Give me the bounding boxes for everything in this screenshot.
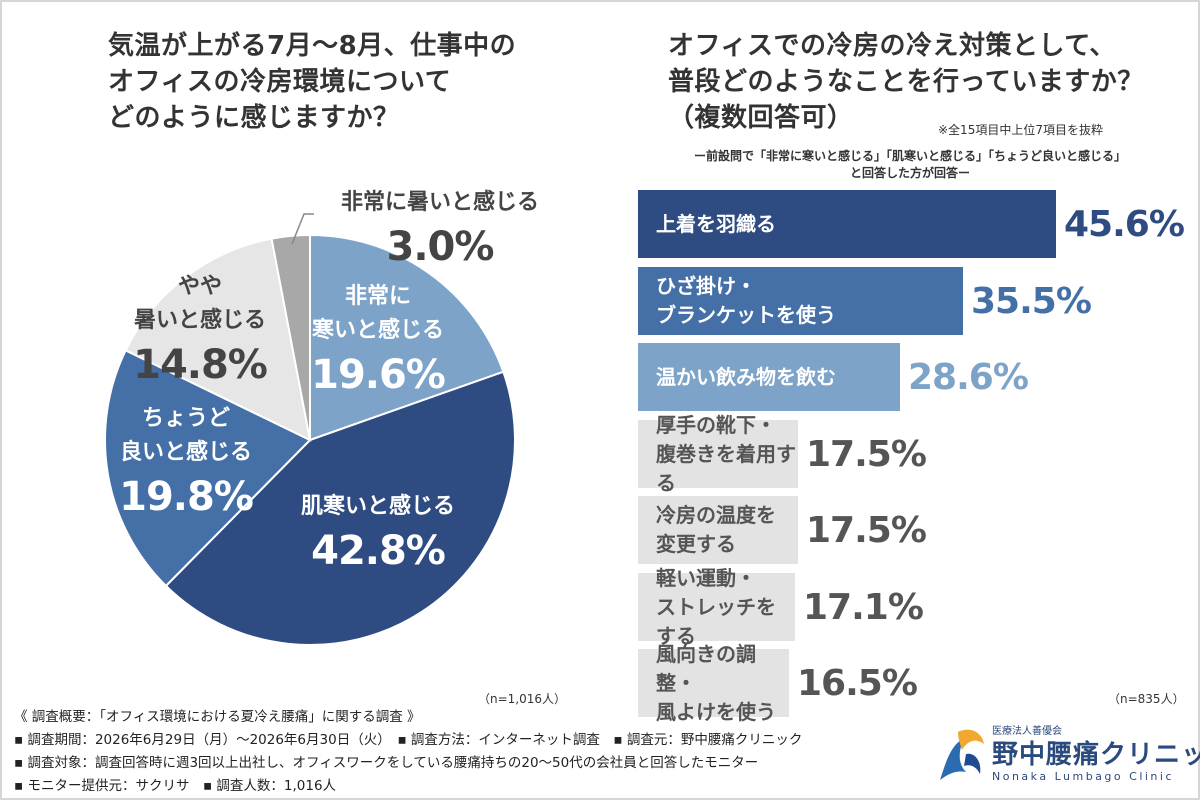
clinic-logo-english: Nonaka Lumbago Clinic <box>992 770 1175 783</box>
bar-n-note: （n=835人） <box>1108 692 1185 706</box>
bar-value-label: 28.6% <box>908 356 1029 398</box>
pie-slice-label: 非常に暑いと感じる 3.0% <box>310 186 570 274</box>
survey-footer: 《 調査概要：「オフィス環境における夏冷え腰痛」に関する調査 》 ▪ 調査期間：… <box>14 706 802 798</box>
bar-category-label: 厚手の靴下・ 腹巻きを着用する <box>656 412 796 495</box>
bar: ひざ掛け・ ブランケットを使う <box>638 267 963 335</box>
bar-category-label: 軽い運動・ ストレッチをする <box>656 565 776 648</box>
pie-chart-title: 気温が上がる7月〜8月、仕事中の オフィスの冷房環境について どのように感じます… <box>108 31 517 133</box>
pie-slice-name: 肌寒いと感じる <box>300 494 455 519</box>
bar-value-label: 45.6% <box>1064 203 1185 245</box>
pie-slice-value: 14.8% <box>133 342 268 388</box>
survey-period: ▪ 調査期間：2026年6月29日（月）〜2026年6月30日（火） ▪ 調査方… <box>14 732 803 748</box>
bar: 風向きの調整・ 風よけを使う <box>638 642 789 724</box>
bar-value-label: 35.5% <box>971 280 1092 322</box>
bar: 厚手の靴下・ 腹巻きを着用する <box>638 413 798 495</box>
survey-overview: 《 調査概要：「オフィス環境における夏冷え腰痛」に関する調査 》 <box>14 709 421 725</box>
bar-value-label: 17.5% <box>806 433 927 475</box>
pie-slice-value: 42.8% <box>311 528 446 574</box>
pie-slice-label: ちょうど 良いと感じる 19.8% <box>101 402 271 524</box>
bar-chart-note: ※全15項目中上位7項目を抜粋 <box>938 123 1103 137</box>
clinic-logo-name: 野中腰痛クリニック <box>992 740 1200 770</box>
bar: 冷房の温度を 変更する <box>638 496 798 564</box>
pie-slice-name: 非常に 寒いと感じる <box>311 284 444 343</box>
pie-chart <box>104 213 516 646</box>
survey-provider: ▪ モニター提供元：サクリサ ▪ 調査人数：1,016人 <box>14 778 337 794</box>
bar-value-label: 17.1% <box>803 586 924 628</box>
bar: 軽い運動・ ストレッチをする <box>638 566 795 648</box>
clinic-logo-corp: 医療法人善優会 <box>992 726 1062 737</box>
bar-category-label: 風向きの調整・ 風よけを使う <box>656 641 776 724</box>
pie-slice-value: 19.8% <box>119 474 254 520</box>
bar-chart-subtitle: ー前設問で「非常に寒いと感じる」「肌寒いと感じる」「ちょうど良いと感じる」 と回… <box>693 149 1126 180</box>
bar-category-label: ひざ掛け・ ブランケットを使う <box>656 274 836 327</box>
bar-value-label: 17.5% <box>806 509 927 551</box>
bar: 上着を羽織る <box>638 190 1056 258</box>
pie-slice <box>164 370 516 646</box>
bar-category-label: 温かい飲み物を飲む <box>656 364 836 389</box>
survey-target: ▪ 調査対象：調査回答時に週3回以上出社し、オフィスワークをしている腰痛持ちの2… <box>14 755 759 771</box>
pie-n-note: （n=1,016人） <box>478 692 567 706</box>
bar-category-label: 上着を羽織る <box>656 211 776 236</box>
pie-slice-label: 肌寒いと感じる 42.8% <box>268 490 488 578</box>
bar-value-label: 16.5% <box>797 662 918 704</box>
pie-slice-label: やや 暑いと感じる 14.8% <box>120 270 280 392</box>
pie-slice-value: 19.6% <box>311 352 446 398</box>
pie-slice-name: 非常に暑いと感じる <box>340 190 539 215</box>
pie-slice <box>104 349 312 588</box>
pie-slice-name: ちょうど 良いと感じる <box>119 406 252 465</box>
bar: 温かい飲み物を飲む <box>638 343 900 411</box>
clinic-logo: 医療法人善優会 野中腰痛クリニック Nonaka Lumbago Clinic <box>936 722 1200 788</box>
bar-chart-title: オフィスでの冷房の冷え対策として、 普段どのようなことを行っていますか？ （複数… <box>668 31 1144 133</box>
pie-slice <box>270 233 311 441</box>
clinic-logo-icon <box>940 729 984 780</box>
pie-leader-line <box>291 213 314 245</box>
pie-slice <box>124 237 312 442</box>
bar-category-label: 冷房の温度を 変更する <box>656 503 776 556</box>
pie-slice-value: 3.0% <box>386 224 495 270</box>
pie-slice-label: 非常に 寒いと感じる 19.6% <box>278 280 478 402</box>
pie-slice-name: やや 暑いと感じる <box>133 274 266 333</box>
bar-chart: 上着を羽織る 45.6% ひざ掛け・ ブランケットを使う 35.5% 温かい飲み物を飲む… <box>638 190 1185 724</box>
